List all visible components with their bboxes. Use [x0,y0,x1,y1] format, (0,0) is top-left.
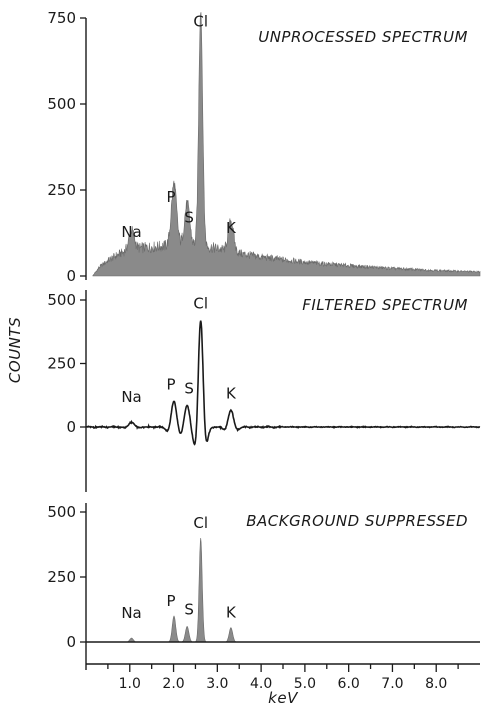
peak-label-k: K [226,604,237,622]
y-tick-label: 500 [47,95,76,113]
y-tick-label: 250 [47,355,76,373]
peak-label-k: K [226,219,237,237]
x-tick-label: 1.0 [119,676,141,692]
peak-label-cl: Cl [193,514,208,532]
peak-label-na: Na [121,604,141,622]
peak-label-k: K [226,384,237,402]
peak-label-na: Na [121,223,141,241]
y-tick-label: 750 [47,9,76,27]
peak-label-p: P [166,188,175,206]
x-tick-label: 2.0 [162,676,184,692]
x-tick-label: 7.0 [381,676,403,692]
x-tick-label: 5.0 [294,676,316,692]
y-axis-title: COUNTS [6,317,24,383]
y-tick-label: 500 [47,291,76,309]
panel-title: FILTERED SPECTRUM [302,296,468,314]
y-tick-label: 0 [66,633,76,651]
panel-title: UNPROCESSED SPECTRUM [258,28,468,46]
x-tick-label: 3.0 [206,676,228,692]
filtered-spectrum-line [85,320,481,446]
y-tick-label: 250 [47,181,76,199]
peak-label-na: Na [121,388,141,406]
peak-label-cl: Cl [193,13,208,31]
peak-label-s: S [184,600,194,618]
peak-label-s: S [184,209,194,227]
background-suppressed-panel: 0 250 500 Na P S Cl K BACKGROUND SUPPRESSED 1.0 2.… [47,503,480,692]
peak-label-p: P [166,376,175,394]
x-tick-label: 4.0 [250,676,272,692]
peak-label-p: P [166,592,175,610]
y-tick-label: 500 [47,503,76,521]
x-tick-label: 8.0 [425,676,447,692]
filtered-panel: 0 250 500 Na P S Cl K FILTERED SPECTRUM [47,290,481,492]
peak-label-cl: Cl [193,294,208,312]
panel-title: BACKGROUND SUPPRESSED [246,512,468,530]
y-tick-label: 250 [47,568,76,586]
suppressed-spectrum-area [86,537,480,643]
peak-label-s: S [184,379,194,397]
y-tick-label: 0 [66,267,76,285]
x-axis-title: keV [268,689,299,706]
x-tick-label: 6.0 [338,676,360,692]
unprocessed-panel: 0 250 500 750 Na PS Cl K UNPROCESSED SPECTRUM [47,9,481,285]
y-tick-label: 0 [66,418,76,436]
unprocessed-spectrum-area [92,12,481,277]
